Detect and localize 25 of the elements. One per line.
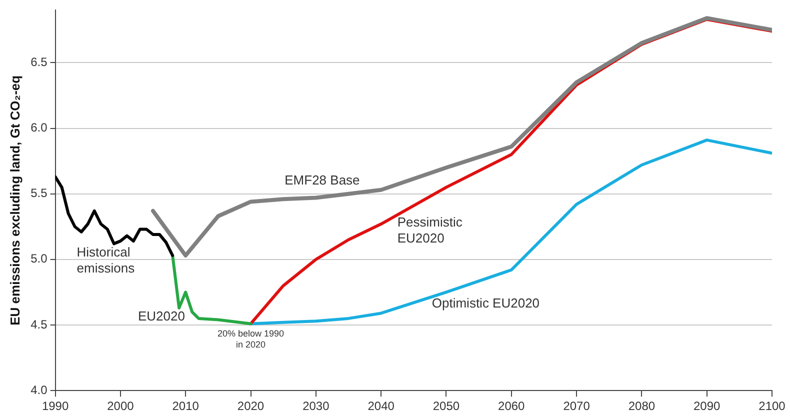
x-tick-label: 1990 [42,399,69,414]
y-tick-label: 4.5 [30,317,48,332]
x-tick-label: 2050 [432,399,460,414]
y-axis-title: EU emissions excluding land, Gt CO₂-eq [7,75,22,326]
x-tick-label: 2030 [302,399,330,414]
x-tick-label: 2040 [368,399,395,414]
x-tick-label: 2100 [758,399,786,414]
x-tick-label: 2080 [628,399,656,414]
series-label: Pessimistic EU2020 [397,214,463,246]
x-tick-label: 2090 [693,399,721,414]
y-tick-label: 6.0 [30,120,48,135]
series-label: Historical emissions [76,244,136,276]
annotation: 20% below 1990 in 2020 [217,328,284,350]
x-tick-label: 2010 [172,399,200,414]
y-tick-label: 6.5 [30,54,48,69]
y-tick-label: 5.5 [30,186,48,200]
series-label: EMF28 Base [284,172,360,188]
x-tick-label: 2020 [237,399,264,414]
y-tick-label: 5.0 [30,252,48,266]
x-tick-label: 2070 [563,399,590,414]
series-label: Optimistic EU2020 [432,296,540,311]
x-tick-label: 2060 [498,399,526,414]
y-tick-label: 4.0 [30,382,48,397]
series-label: EU2020 [138,308,185,324]
x-tick-label: 2000 [107,399,134,414]
